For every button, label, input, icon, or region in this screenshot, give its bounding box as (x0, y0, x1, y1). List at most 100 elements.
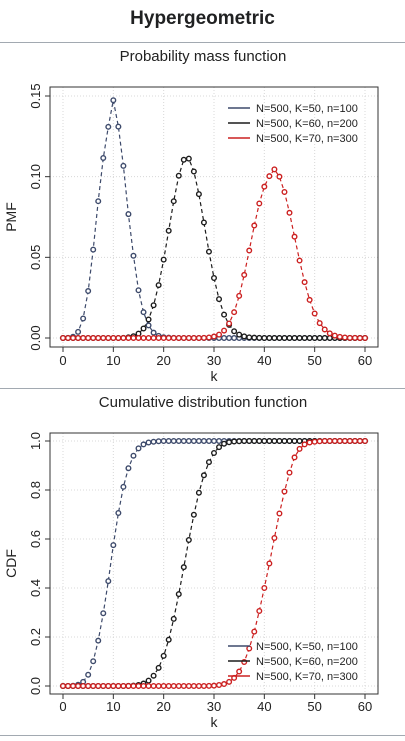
data-point (195, 489, 202, 496)
data-point (155, 664, 162, 671)
data-point (251, 334, 258, 341)
x-tick-label: 0 (59, 699, 66, 714)
data-point (256, 334, 263, 341)
data-point (135, 683, 142, 690)
data-point (216, 682, 223, 689)
data-point (180, 156, 187, 163)
data-point (150, 335, 157, 342)
data-point (135, 287, 142, 294)
data-point (200, 334, 207, 341)
data-point (190, 683, 197, 690)
x-tick-label: 50 (307, 699, 321, 714)
data-point (65, 335, 72, 342)
data-point (145, 683, 152, 690)
data-point (195, 683, 202, 690)
data-point (261, 183, 268, 190)
data-point (60, 683, 67, 690)
data-point (266, 560, 273, 567)
data-point (296, 335, 303, 342)
legend-label: N=500, K=70, n=300 (256, 133, 358, 145)
bottom-divider (0, 735, 405, 736)
data-point (130, 335, 137, 342)
data-point (311, 310, 318, 317)
x-tick-label: 60 (358, 353, 372, 368)
middle-divider (0, 388, 405, 389)
data-point (362, 335, 369, 342)
data-point (351, 438, 358, 445)
data-point (306, 335, 313, 342)
data-point (221, 440, 228, 447)
data-point (316, 320, 323, 327)
data-point (261, 438, 268, 445)
data-point (241, 438, 248, 445)
data-point (155, 335, 162, 342)
data-point (155, 282, 162, 289)
data-point (261, 335, 268, 342)
y-axis-label: PMF (3, 202, 19, 232)
legend-label: N=500, K=60, n=200 (256, 656, 358, 668)
data-point (175, 591, 182, 598)
data-point (135, 335, 142, 342)
data-point (165, 335, 172, 342)
data-point (311, 438, 318, 445)
data-point (185, 683, 192, 690)
data-point (226, 439, 233, 446)
data-point (115, 335, 122, 342)
y-tick-label: 0.2 (28, 628, 43, 646)
data-point (216, 438, 223, 445)
data-point (251, 222, 258, 229)
data-point (160, 652, 167, 659)
data-point (246, 645, 253, 652)
x-tick-label: 50 (307, 353, 321, 368)
y-tick-label: 0.00 (28, 325, 43, 350)
data-point (180, 438, 187, 445)
data-point (100, 154, 107, 161)
data-point (236, 292, 243, 299)
data-point (100, 610, 107, 617)
data-point (326, 330, 333, 337)
data-point (170, 615, 177, 622)
data-point (286, 469, 293, 476)
data-point (341, 334, 348, 341)
data-point (160, 438, 167, 445)
data-point (271, 535, 278, 542)
data-point (291, 233, 298, 240)
data-point (216, 296, 223, 303)
data-point (105, 335, 112, 342)
data-point (190, 438, 197, 445)
data-point (321, 438, 328, 445)
data-point (236, 668, 243, 675)
data-point (95, 683, 102, 690)
data-point (115, 123, 122, 130)
data-point (130, 683, 137, 690)
data-point (326, 335, 333, 342)
data-point (210, 438, 217, 445)
data-point (140, 335, 147, 342)
data-point (155, 683, 162, 690)
data-point (125, 683, 132, 690)
data-point (216, 444, 223, 451)
data-point (246, 247, 253, 254)
data-point (246, 334, 253, 341)
data-point (281, 335, 288, 342)
data-point (241, 271, 248, 278)
data-point (135, 445, 142, 452)
data-point (95, 198, 102, 205)
data-point (311, 335, 318, 342)
data-point (145, 322, 152, 329)
data-point (271, 335, 278, 342)
data-point (180, 683, 187, 690)
infobox-title: Hypergeometric (130, 8, 275, 29)
data-point (185, 438, 192, 445)
data-point (120, 162, 127, 169)
data-point (150, 683, 157, 690)
data-point (195, 438, 202, 445)
data-point (321, 326, 328, 333)
data-point (266, 335, 273, 342)
data-point (221, 681, 228, 688)
data-point (281, 438, 288, 445)
y-tick-label: 0.05 (28, 245, 43, 270)
data-point (65, 683, 72, 690)
y-tick-label: 0.6 (28, 530, 43, 548)
data-point (256, 438, 263, 445)
